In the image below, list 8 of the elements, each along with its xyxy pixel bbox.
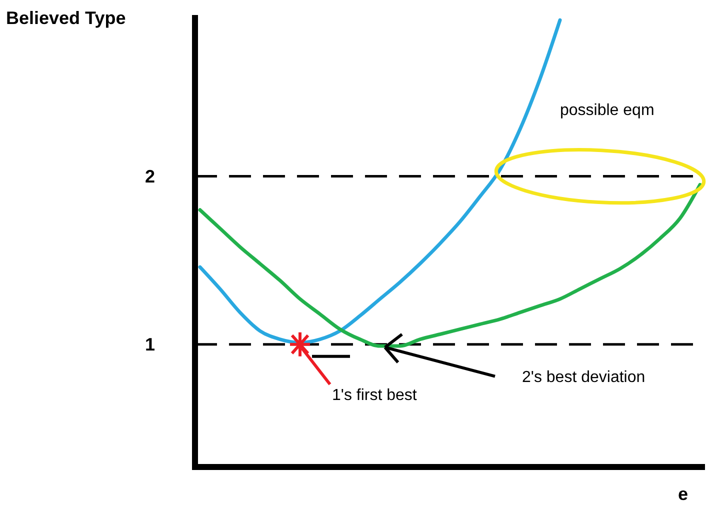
x-axis-title: e [678, 484, 688, 504]
annotation: 2's best deviation [522, 369, 646, 386]
y-tick-label: 1 [144, 334, 156, 355]
annotation: 1's first best [332, 387, 418, 404]
y-tick-label: 2 [144, 166, 156, 187]
y-axis-title: Believed Type [6, 8, 126, 28]
line-series [198, 182, 702, 348]
annotation: possible eqm [560, 102, 654, 119]
